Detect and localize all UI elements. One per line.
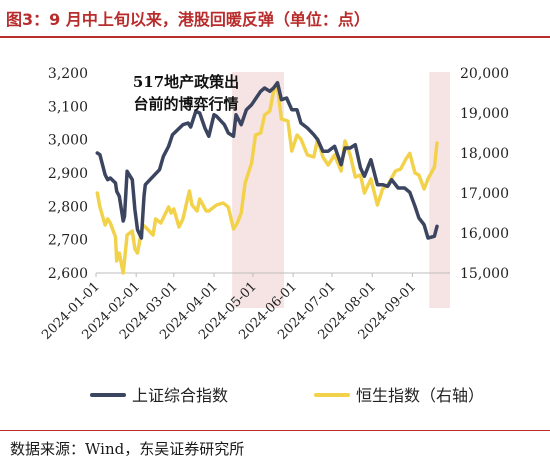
y-left-tick-label: 2,800 — [48, 199, 88, 215]
legend-label: 上证综合指数 — [132, 386, 228, 405]
series-lines — [95, 80, 439, 275]
footer-rule — [0, 430, 550, 431]
series-line-shanghai — [95, 80, 439, 240]
y-left-tick-label: 3,100 — [48, 99, 88, 115]
y-right-tick-label: 20,000 — [460, 66, 509, 82]
y-right-tick-label: 19,000 — [460, 106, 509, 122]
y-right-tick-label: 15,000 — [460, 266, 509, 282]
legend: 上证综合指数 恒生指数（右轴） — [90, 386, 484, 405]
chart-title: 图3：9 月中上旬以来，港股回暖反弹（单位：点） — [6, 10, 370, 29]
legend-label: 恒生指数（右轴） — [356, 386, 484, 405]
y-left-tick-label: 2,600 — [48, 266, 88, 282]
y-left-tick-label: 3,200 — [48, 66, 88, 82]
series-line-hangseng — [95, 85, 439, 275]
source-note: 数据来源：Wind，东吴证券研究所 — [10, 440, 245, 458]
y-left-tick-label: 3,000 — [48, 133, 88, 149]
annotation-text: 517地产政策出 — [133, 73, 239, 91]
chart: 2,600 2,700 2,800 2,900 3,000 3,100 3,200 15,00… — [39, 66, 509, 405]
annotation-text: 台前的博弈行情 — [133, 95, 238, 113]
highlight-band — [429, 72, 450, 308]
highlight-band — [232, 72, 285, 308]
y-left-tick-label: 2,700 — [48, 233, 88, 249]
y-right-tick-label: 16,000 — [460, 226, 509, 242]
y-left-tick-label: 2,900 — [48, 166, 88, 182]
highlight-bands — [232, 72, 450, 308]
y-right-tick-label: 18,000 — [460, 146, 509, 162]
title-bar: 图3：9 月中上旬以来，港股回暖反弹（单位：点） — [0, 0, 550, 38]
y-right-tick-label: 17,000 — [460, 186, 509, 202]
